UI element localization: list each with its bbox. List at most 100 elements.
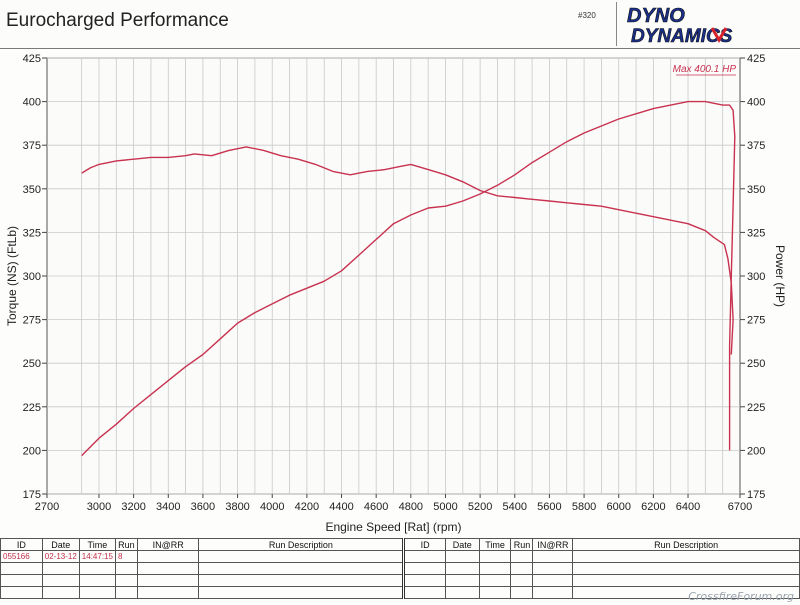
watermark: CrossfireForum.org	[688, 590, 794, 603]
logo-graphic: DYNO DYNAMICS	[627, 5, 733, 46]
table-cell	[478, 550, 512, 563]
y-tick-label-left: 200	[23, 445, 41, 457]
y-tick-label-left: 400	[23, 97, 41, 109]
table-cell	[444, 562, 480, 575]
y-tick-label-right: 425	[747, 53, 765, 65]
logo-accent-mark	[710, 27, 728, 43]
y-tick-label-right: 300	[747, 271, 765, 283]
y-tick-label-right: 350	[747, 184, 765, 196]
table-cell	[478, 562, 512, 575]
x-tick-label: 4200	[295, 501, 319, 513]
table-cell	[78, 574, 116, 587]
table-cell	[532, 550, 574, 563]
x-tick-label: 5200	[468, 501, 492, 513]
runs-col-header: Time	[78, 538, 116, 551]
table-cell	[0, 586, 43, 599]
y-tick-label-right: 175	[747, 489, 765, 501]
table-row	[0, 562, 800, 575]
y-axis-label-left: Torque (NS) (FtLb)	[5, 226, 19, 326]
table-cell	[510, 550, 534, 563]
x-tick-label: 3600	[191, 501, 215, 513]
table-cell	[444, 574, 480, 587]
table-cell	[78, 586, 116, 599]
table-cell	[532, 562, 574, 575]
y-tick-label-left: 250	[23, 358, 41, 370]
y-tick-label-right: 225	[747, 402, 765, 414]
x-tick-label: 3200	[121, 501, 145, 513]
runs-col-header: Date	[444, 538, 480, 551]
report-header: Eurocharged Performance #320 DYNO DYNAMI…	[0, 0, 800, 49]
table-cell	[532, 574, 574, 587]
runs-table: ID Date Time Run IN@RR Run Description ID Date T…	[0, 538, 800, 599]
table-cell	[402, 586, 446, 599]
y-axis-label-right: Power (HP)	[773, 245, 787, 307]
x-tick-label: 6700	[728, 501, 752, 513]
table-cell	[572, 550, 800, 563]
table-row	[0, 586, 800, 599]
table-cell	[478, 586, 512, 599]
x-tick-label: 5000	[433, 501, 457, 513]
table-cell	[114, 562, 138, 575]
y-tick-label-left: 175	[23, 489, 41, 501]
y-tick-label-left: 300	[23, 271, 41, 283]
runs-table-body: 055166 02-13-12 14:47:15 8	[0, 550, 800, 599]
table-cell: 02-13-12	[41, 550, 80, 563]
runs-table-area: ID Date Time Run IN@RR Run Description ID Date T…	[0, 538, 800, 605]
runs-col-header: IN@RR	[532, 538, 574, 551]
runs-table-header: ID Date Time Run IN@RR Run Description ID Date T…	[0, 538, 800, 551]
runs-col-header: Date	[41, 538, 80, 551]
table-cell	[136, 562, 200, 575]
x-tick-label: 5600	[537, 501, 561, 513]
x-tick-label: 3400	[156, 501, 180, 513]
table-cell	[198, 562, 405, 575]
x-tick-label: 4000	[260, 501, 284, 513]
runs-col-header: Run Description	[572, 538, 800, 551]
table-cell: 14:47:15	[78, 550, 116, 563]
runs-col-header: Run	[510, 538, 534, 551]
table-cell	[444, 550, 480, 563]
table-cell	[0, 574, 43, 587]
table-cell	[572, 562, 800, 575]
table-cell: 8	[114, 550, 138, 563]
runs-col-header: Run	[114, 538, 138, 551]
y-tick-label-right: 200	[747, 445, 765, 457]
dyno-dynamics-logo: DYNO DYNAMICS	[616, 2, 797, 46]
table-cell	[198, 550, 405, 563]
y-tick-label-right: 250	[747, 358, 765, 370]
x-axis-label: Engine Speed [Rat] (rpm)	[325, 520, 461, 534]
y-tick-label-left: 375	[23, 140, 41, 152]
table-cell	[198, 586, 405, 599]
table-cell	[114, 574, 138, 587]
max-power-annotation: Max 400.1 HP	[673, 64, 737, 75]
x-tick-label: 2700	[35, 501, 59, 513]
y-tick-label-left: 350	[23, 184, 41, 196]
report-title: Eurocharged Performance	[6, 10, 229, 31]
power-curve	[81, 100, 736, 457]
x-tick-label: 4600	[364, 501, 388, 513]
x-tick-label: 4800	[399, 501, 423, 513]
y-tick-label-left: 225	[23, 402, 41, 414]
table-cell	[0, 562, 43, 575]
table-cell	[114, 586, 138, 599]
x-tick-label: 6400	[676, 501, 700, 513]
dyno-chart: 175 175 200 200 225 225 250 250 275 275 300 300 325 3…	[5, 53, 787, 534]
runs-col-header: ID	[402, 538, 446, 551]
table-cell	[532, 586, 574, 599]
table-cell	[510, 586, 534, 599]
logo-top-text: DYNO	[627, 5, 685, 27]
table-cell	[136, 574, 200, 587]
torque-curve	[81, 146, 734, 355]
table-cell	[402, 550, 446, 563]
table-row: 055166 02-13-12 14:47:15 8	[0, 550, 800, 563]
x-tick-label: 6200	[641, 501, 665, 513]
y-tick-label-left: 275	[23, 315, 41, 327]
runs-col-header: IN@RR	[136, 538, 200, 551]
table-cell	[572, 574, 800, 587]
table-cell	[41, 574, 80, 587]
y-tick-label-right: 325	[747, 227, 765, 239]
table-cell	[478, 574, 512, 587]
table-cell	[78, 562, 116, 575]
table-cell: 055166	[0, 550, 43, 563]
x-tick-label: 5800	[572, 501, 596, 513]
runs-col-header: Run Description	[198, 538, 405, 551]
